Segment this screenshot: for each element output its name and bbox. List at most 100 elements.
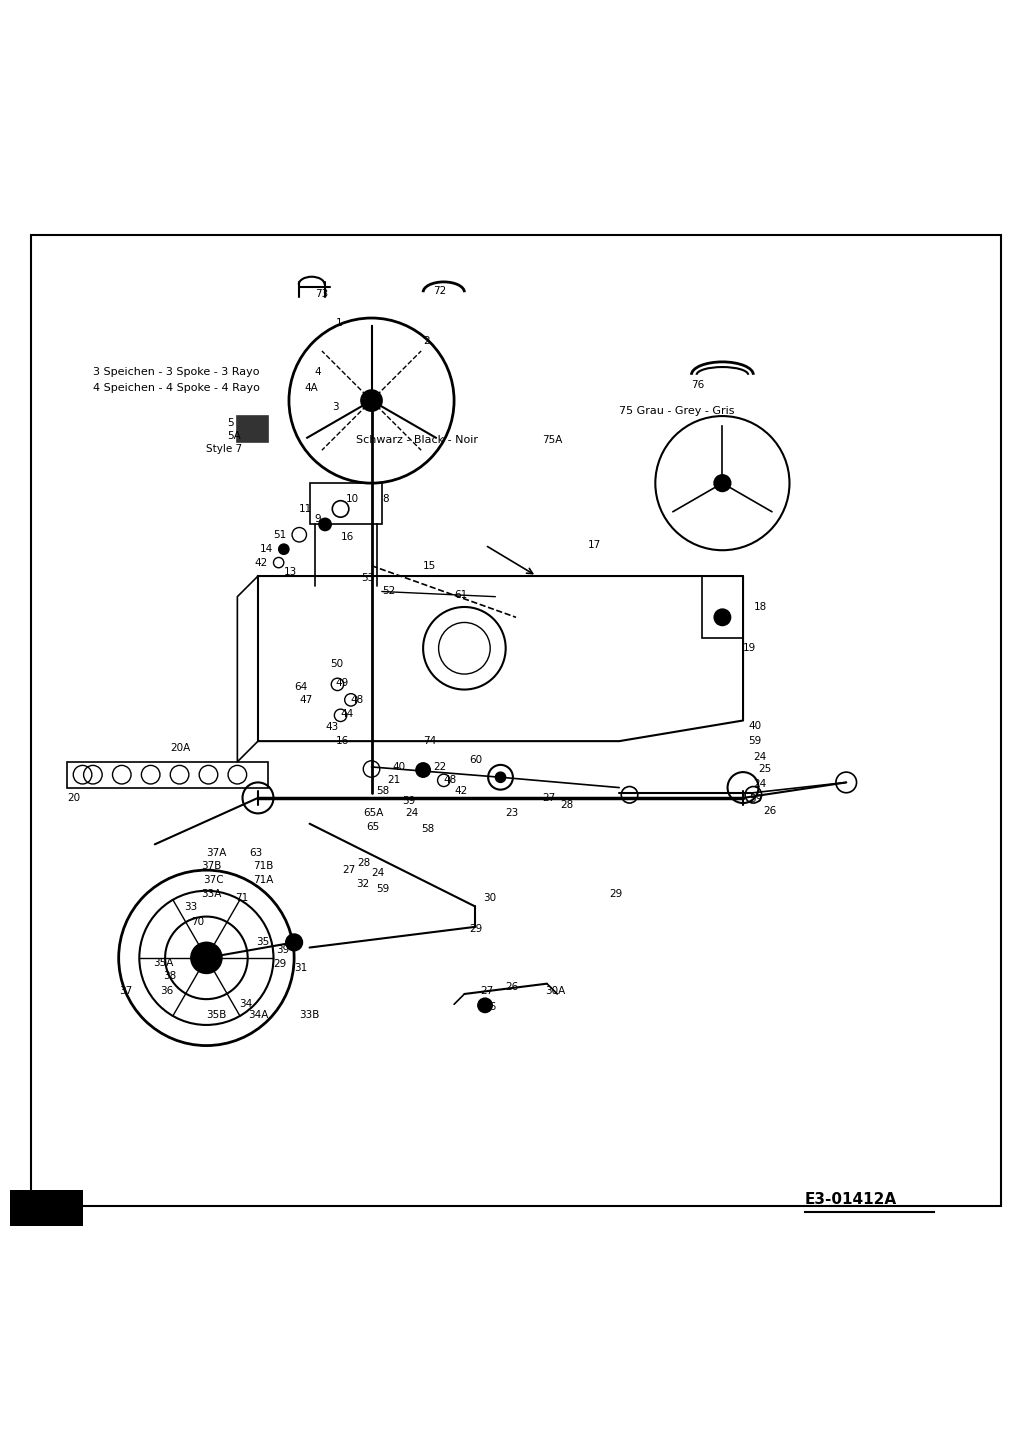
Text: 9: 9 <box>315 514 321 525</box>
Text: 72: 72 <box>433 287 447 297</box>
Text: 26: 26 <box>764 807 777 816</box>
Text: 64: 64 <box>294 683 308 693</box>
Text: 3 Speichen - 3 Spoke - 3 Rayo: 3 Speichen - 3 Spoke - 3 Rayo <box>93 366 259 376</box>
Text: 48: 48 <box>351 695 364 705</box>
Text: 18: 18 <box>753 602 767 612</box>
Text: Schwarz - Black - Noir: Schwarz - Black - Noir <box>356 435 478 445</box>
Text: 17: 17 <box>588 540 602 550</box>
Text: 43: 43 <box>325 722 338 732</box>
Text: 33A: 33A <box>201 889 222 899</box>
Text: 66: 66 <box>483 1003 496 1013</box>
Text: 75A: 75A <box>542 435 562 445</box>
Text: 35A: 35A <box>153 958 173 968</box>
Circle shape <box>478 999 492 1013</box>
Circle shape <box>279 545 289 555</box>
Bar <box>237 416 268 442</box>
Text: 33B: 33B <box>299 1010 320 1020</box>
Text: 37A: 37A <box>206 847 227 857</box>
Text: 5A: 5A <box>227 431 240 441</box>
Text: 50: 50 <box>330 659 344 669</box>
Text: 37B: 37B <box>201 862 222 870</box>
Circle shape <box>286 934 302 951</box>
Text: 59: 59 <box>748 736 762 746</box>
Text: 61: 61 <box>454 589 467 599</box>
Text: 51: 51 <box>273 530 287 540</box>
Text: 10: 10 <box>346 494 359 503</box>
Circle shape <box>361 391 382 411</box>
Text: 53: 53 <box>361 574 375 584</box>
Text: 27: 27 <box>480 986 493 996</box>
Bar <box>10 1190 83 1226</box>
Text: 71: 71 <box>235 893 249 904</box>
Text: 34A: 34A <box>248 1010 268 1020</box>
Text: 37: 37 <box>119 986 132 996</box>
Circle shape <box>191 942 222 973</box>
Text: 29: 29 <box>470 924 483 934</box>
Circle shape <box>416 762 430 777</box>
Text: 70: 70 <box>191 916 204 927</box>
Text: Style 7: Style 7 <box>206 444 243 454</box>
Text: E3-01412A: E3-01412A <box>805 1192 897 1208</box>
Text: 60: 60 <box>470 755 483 765</box>
Text: 59: 59 <box>749 794 763 804</box>
Text: 27: 27 <box>343 865 356 875</box>
Bar <box>67 762 268 788</box>
Text: 40: 40 <box>748 720 762 731</box>
Text: 36: 36 <box>160 986 173 996</box>
Text: 33: 33 <box>184 902 197 912</box>
Text: 4 Speichen - 4 Spoke - 4 Rayo: 4 Speichen - 4 Spoke - 4 Rayo <box>93 383 260 393</box>
Text: 71A: 71A <box>253 876 273 885</box>
Text: 48: 48 <box>444 775 457 785</box>
Text: 35: 35 <box>256 938 269 947</box>
Text: 24: 24 <box>406 808 419 818</box>
Text: 26: 26 <box>506 981 519 991</box>
Text: 42: 42 <box>454 785 467 795</box>
Text: 40: 40 <box>392 762 406 772</box>
Text: 24: 24 <box>372 869 385 878</box>
Text: 14: 14 <box>260 545 273 555</box>
Text: 16: 16 <box>335 736 349 746</box>
Text: 58: 58 <box>377 785 390 795</box>
Text: 74: 74 <box>423 736 437 746</box>
Text: 8: 8 <box>382 494 388 503</box>
Text: 4: 4 <box>315 366 321 376</box>
Circle shape <box>319 519 331 530</box>
Text: 28: 28 <box>560 800 574 810</box>
Text: 1: 1 <box>335 318 342 329</box>
Text: 2: 2 <box>423 336 429 346</box>
Text: 42: 42 <box>255 558 268 568</box>
Text: 31: 31 <box>294 963 308 973</box>
Circle shape <box>495 772 506 782</box>
Text: 3: 3 <box>332 402 338 412</box>
Text: 76: 76 <box>691 380 705 391</box>
Text: 59: 59 <box>402 795 416 806</box>
Text: 63: 63 <box>250 847 263 857</box>
Text: 58: 58 <box>421 824 434 834</box>
Text: 59: 59 <box>377 883 390 893</box>
Text: 71B: 71B <box>253 862 273 870</box>
Text: 32: 32 <box>356 879 369 889</box>
Text: 37C: 37C <box>203 876 224 885</box>
Text: 75 Grau - Grey - Gris: 75 Grau - Grey - Gris <box>619 406 735 416</box>
Bar <box>702 576 743 638</box>
Text: 29: 29 <box>273 960 287 968</box>
Text: 34: 34 <box>239 999 253 1009</box>
Text: 49: 49 <box>335 679 349 689</box>
Text: 35B: 35B <box>206 1010 227 1020</box>
Text: 27: 27 <box>542 793 555 803</box>
Text: 44: 44 <box>341 709 354 719</box>
Text: 5: 5 <box>227 418 233 428</box>
Text: 11: 11 <box>299 504 313 514</box>
Text: 20: 20 <box>67 793 80 803</box>
Text: 65A: 65A <box>363 808 384 818</box>
Text: 15: 15 <box>423 561 437 571</box>
Text: 25: 25 <box>759 764 772 774</box>
Text: 22: 22 <box>433 762 447 772</box>
Text: 38: 38 <box>163 971 176 981</box>
Circle shape <box>714 610 731 625</box>
Text: 73: 73 <box>315 290 328 300</box>
Text: 30: 30 <box>483 893 496 904</box>
Text: 29: 29 <box>609 889 622 899</box>
Bar <box>310 483 382 525</box>
Text: 23: 23 <box>506 808 519 818</box>
